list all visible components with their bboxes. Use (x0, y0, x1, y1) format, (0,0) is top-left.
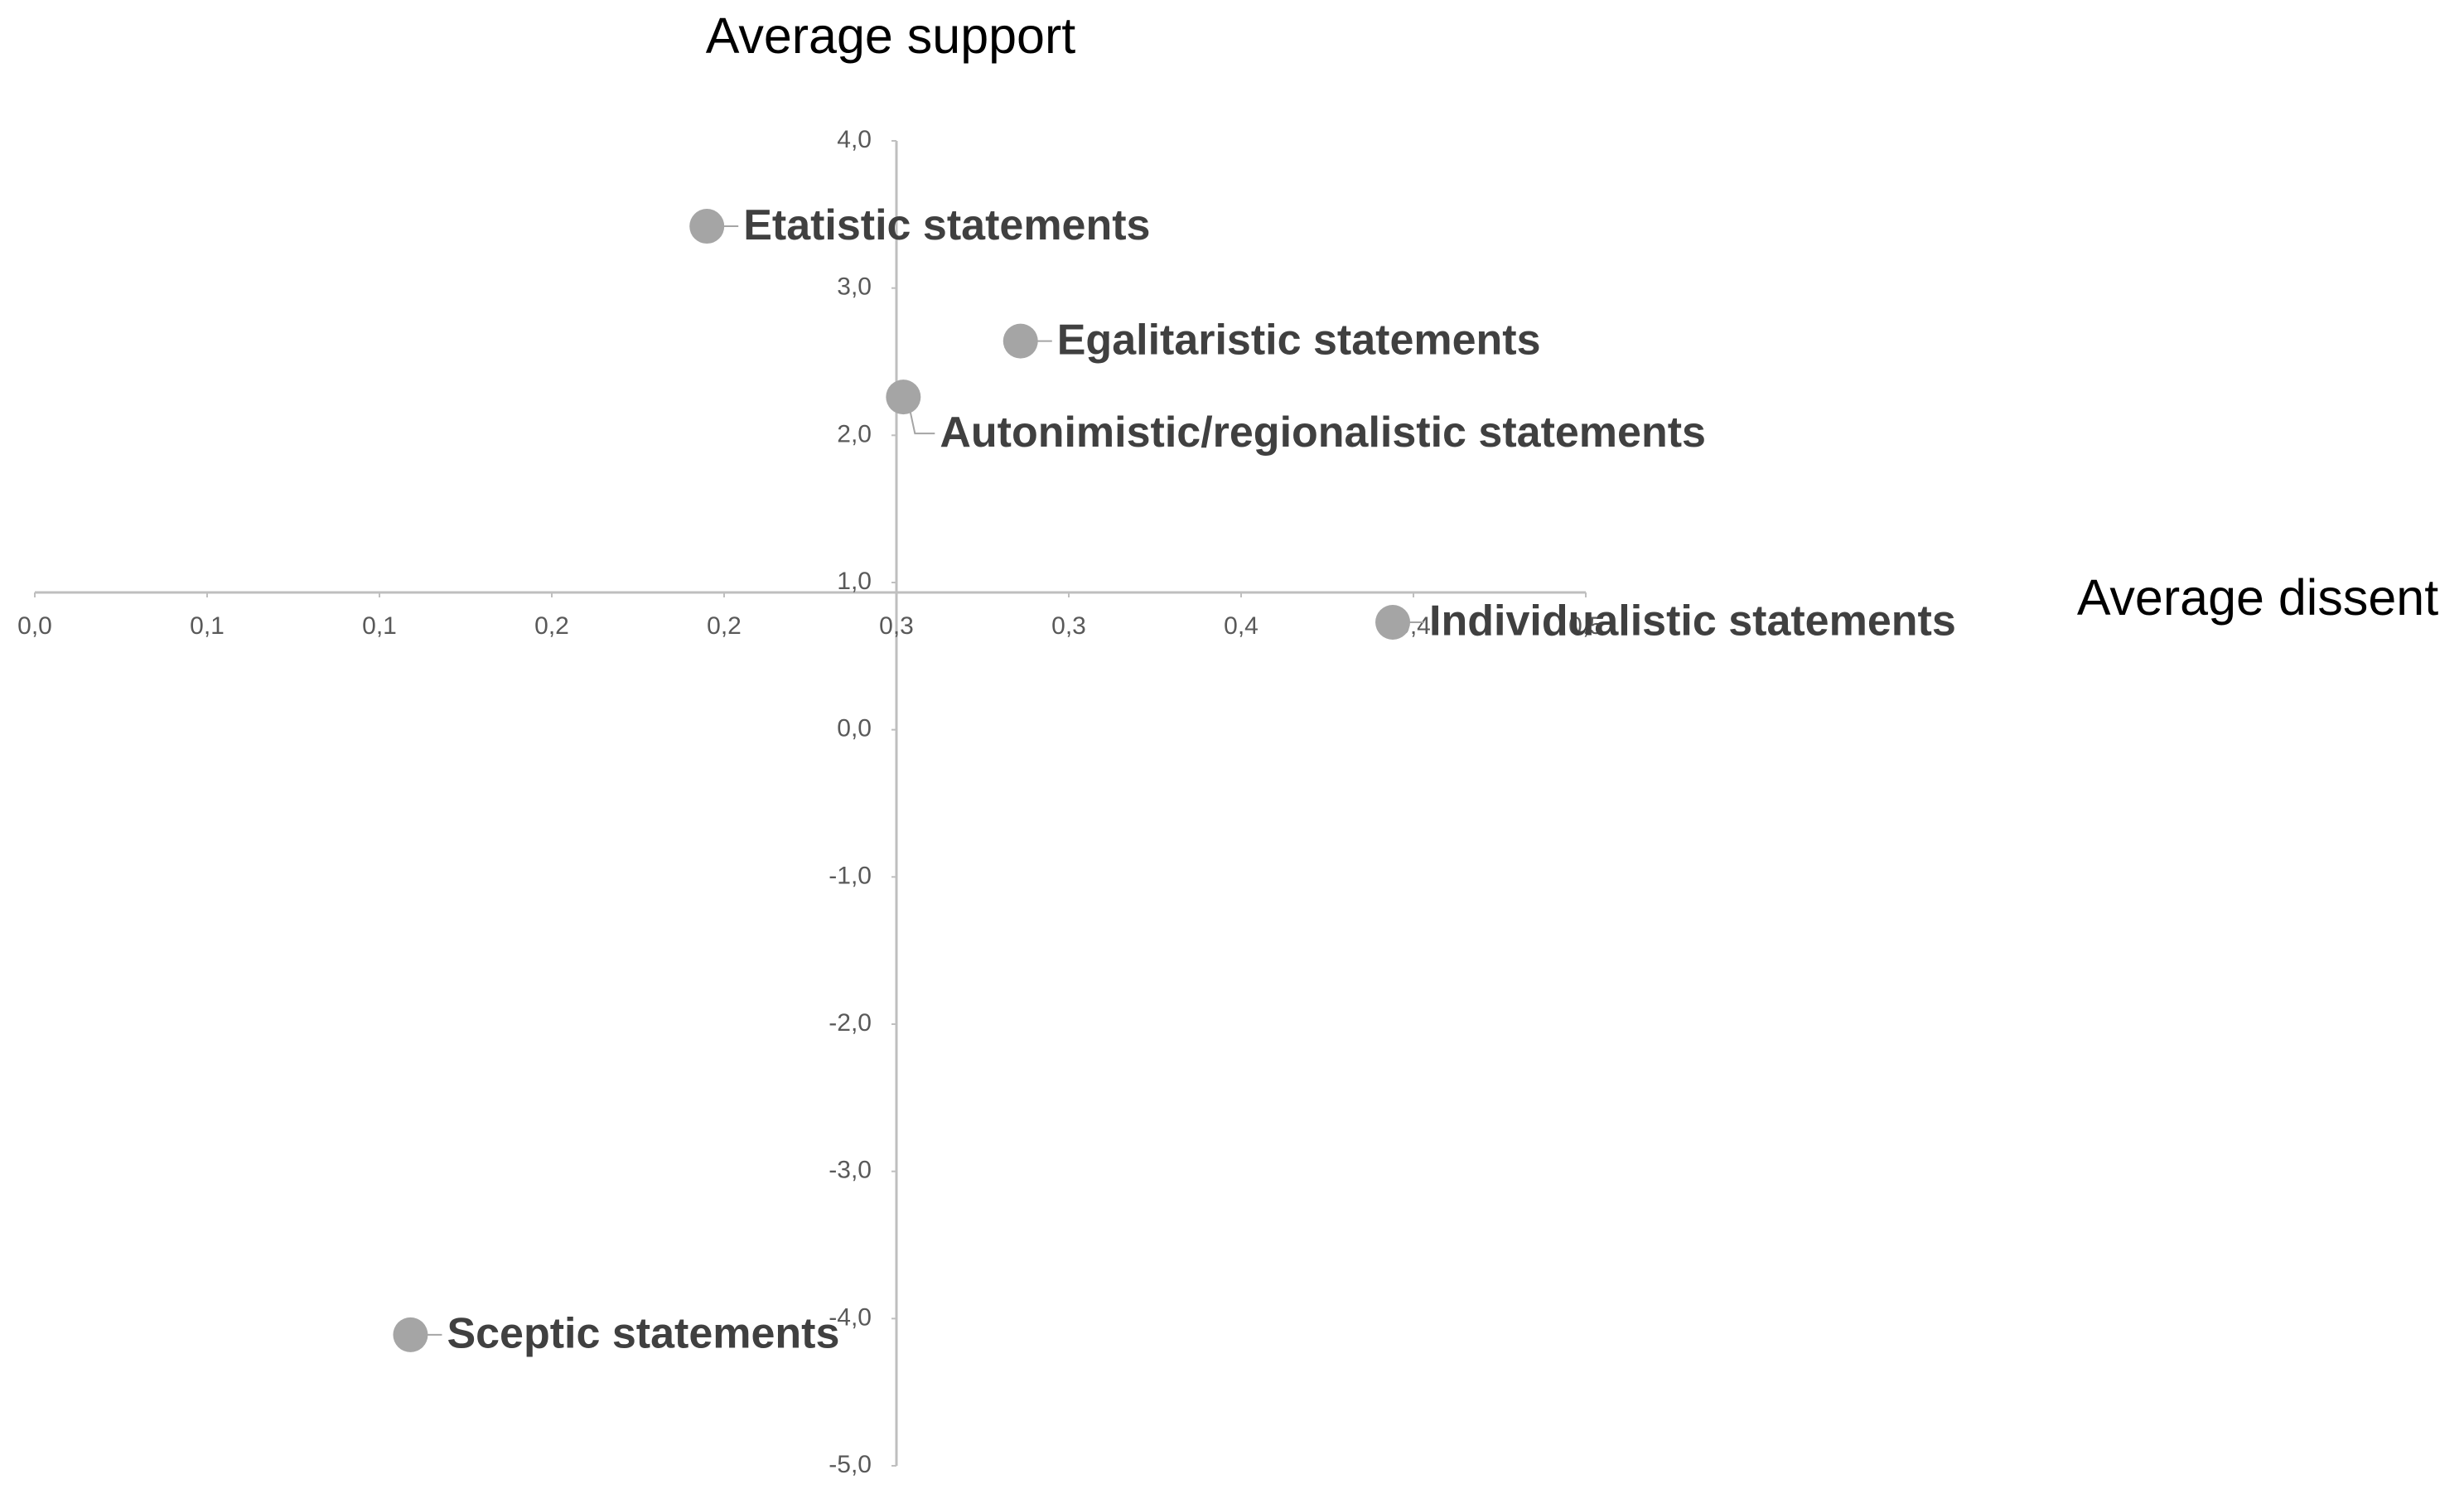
point-label: Sceptic statements (447, 1310, 839, 1358)
x-tick-label: 0,2 (534, 612, 569, 640)
point-label: Etatistic statements (743, 201, 1150, 249)
y-tick-label: 1,0 (837, 568, 872, 595)
y-tick-label: -4,0 (829, 1303, 872, 1331)
point (393, 1317, 428, 1352)
point-label: Autonimistic/regionalistic statements (940, 409, 1706, 457)
x-tick-label: 0,4 (1224, 612, 1259, 640)
x-tick-label: 0,2 (707, 612, 742, 640)
y-tick-label: -2,0 (829, 1009, 872, 1037)
x-axis-title: Average dissent (2077, 569, 2438, 626)
y-tick-label: -1,0 (829, 862, 872, 889)
x-tick-label: 0,3 (1051, 612, 1086, 640)
point (886, 380, 921, 415)
x-tick-label: 0,0 (17, 612, 52, 640)
point-label: Egalitaristic statements (1057, 316, 1541, 364)
y-tick-label: -5,0 (829, 1451, 872, 1478)
y-axis-title: Average support (706, 7, 1076, 64)
x-tick-label: 0,1 (362, 612, 397, 640)
y-tick-label: 0,0 (837, 715, 872, 742)
y-tick-label: 4,0 (837, 126, 872, 153)
y-tick-label: 2,0 (837, 420, 872, 447)
x-tick-label: 0,5 (1568, 612, 1603, 640)
leader-line (909, 409, 935, 435)
x-tick-label: 0,3 (879, 612, 914, 640)
point (1003, 323, 1038, 359)
point-label: Individualistic statements (1429, 597, 1956, 645)
y-tick-label: 3,0 (837, 273, 872, 301)
point (689, 209, 725, 244)
x-tick-label: 0,1 (190, 612, 225, 640)
point (1375, 604, 1411, 640)
y-tick-label: -3,0 (829, 1157, 872, 1184)
